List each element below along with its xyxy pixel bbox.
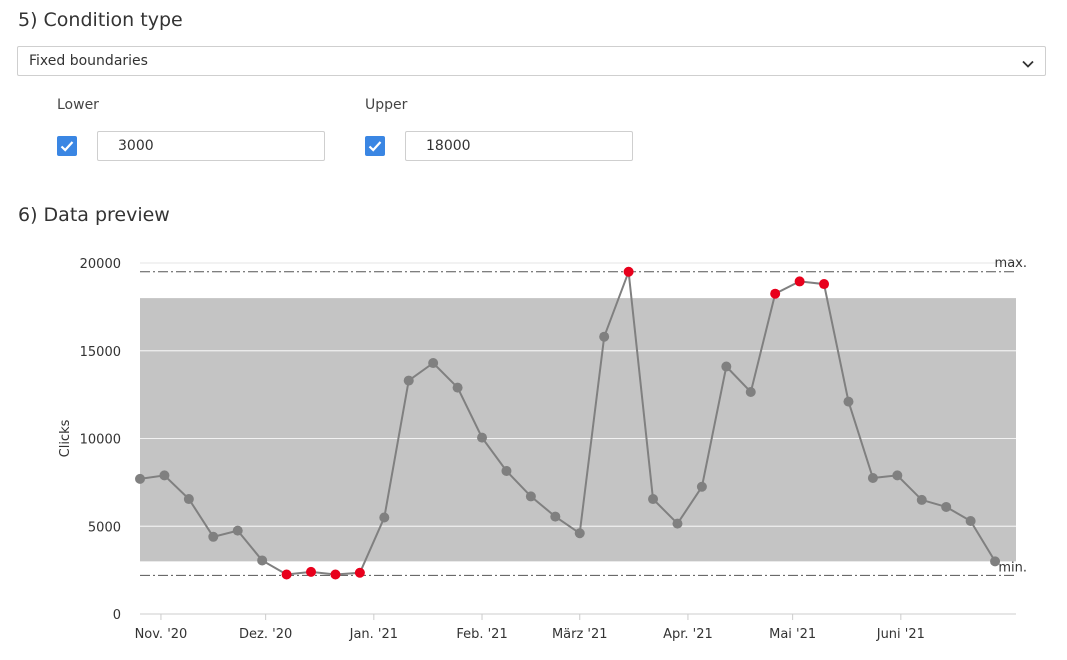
data-point <box>867 472 878 483</box>
upper-label: Upper <box>365 97 408 113</box>
data-point <box>721 361 732 372</box>
data-point <box>477 432 488 443</box>
x-tick-label: Dez. '20 <box>239 627 292 642</box>
data-point <box>916 494 927 505</box>
y-tick-label: 15000 <box>80 345 121 360</box>
x-tick-label: Jan. '21 <box>349 627 398 642</box>
min-line-label: min. <box>998 560 1027 575</box>
data-point <box>452 382 463 393</box>
outlier-point <box>770 288 781 299</box>
data-point <box>525 491 536 502</box>
data-point <box>941 501 952 512</box>
x-tick-label: Mai '21 <box>769 627 816 642</box>
condition-type-value: Fixed boundaries <box>29 53 148 69</box>
y-tick-label: 20000 <box>80 257 121 272</box>
data-point <box>892 470 903 481</box>
data-point <box>745 386 756 397</box>
outlier-point <box>354 567 365 578</box>
data-point <box>379 512 390 523</box>
data-point <box>648 494 659 505</box>
data-point <box>159 470 170 481</box>
outlier-point <box>281 569 292 580</box>
data-preview-title: 6) Data preview <box>18 204 170 226</box>
x-tick-label: Feb. '21 <box>456 627 507 642</box>
data-point <box>550 511 561 522</box>
data-point <box>232 525 243 536</box>
max-line-label: max. <box>995 256 1027 271</box>
data-point <box>965 515 976 526</box>
outlier-point <box>794 276 805 287</box>
data-point <box>428 358 439 369</box>
data-point <box>599 331 610 342</box>
data-point <box>574 528 585 539</box>
boundary-band <box>140 298 1016 562</box>
y-tick-label: 5000 <box>88 520 121 535</box>
checkmark-icon <box>60 141 74 152</box>
data-preview-chart: 0 5000 10000 15000 20000 Nov. '20 Dez. '20 Jan.… <box>58 256 1027 642</box>
lower-checkbox[interactable] <box>57 136 77 156</box>
data-point <box>990 556 1001 567</box>
data-point <box>208 531 219 542</box>
outlier-point <box>623 266 634 277</box>
y-tick-label: 10000 <box>80 433 121 448</box>
data-point <box>183 494 194 505</box>
chevron-down-icon <box>1021 53 1035 68</box>
data-point <box>696 481 707 492</box>
outlier-point <box>306 566 317 577</box>
lower-boundary-input[interactable]: 3000 <box>97 131 325 161</box>
condition-type-select[interactable]: Fixed boundaries <box>17 46 1046 76</box>
upper-boundary-input[interactable]: 18000 <box>405 131 633 161</box>
outlier-point <box>330 569 341 580</box>
condition-type-title: 5) Condition type <box>18 9 183 31</box>
data-point <box>672 518 683 529</box>
x-tick-label: März '21 <box>552 627 608 642</box>
data-point <box>135 473 145 484</box>
y-tick-label: 0 <box>113 608 121 623</box>
data-point <box>257 555 268 566</box>
outlier-point <box>819 279 830 290</box>
x-tick-label: Nov. '20 <box>135 627 188 642</box>
data-point <box>843 396 854 407</box>
x-tick-label: Juni '21 <box>876 627 925 642</box>
data-point <box>403 375 414 386</box>
upper-checkbox[interactable] <box>365 136 385 156</box>
x-tick-label: Apr. '21 <box>663 627 713 642</box>
checkmark-icon <box>368 141 382 152</box>
y-axis-label: Clicks <box>58 419 73 457</box>
lower-label: Lower <box>57 97 99 113</box>
data-point <box>501 465 512 476</box>
